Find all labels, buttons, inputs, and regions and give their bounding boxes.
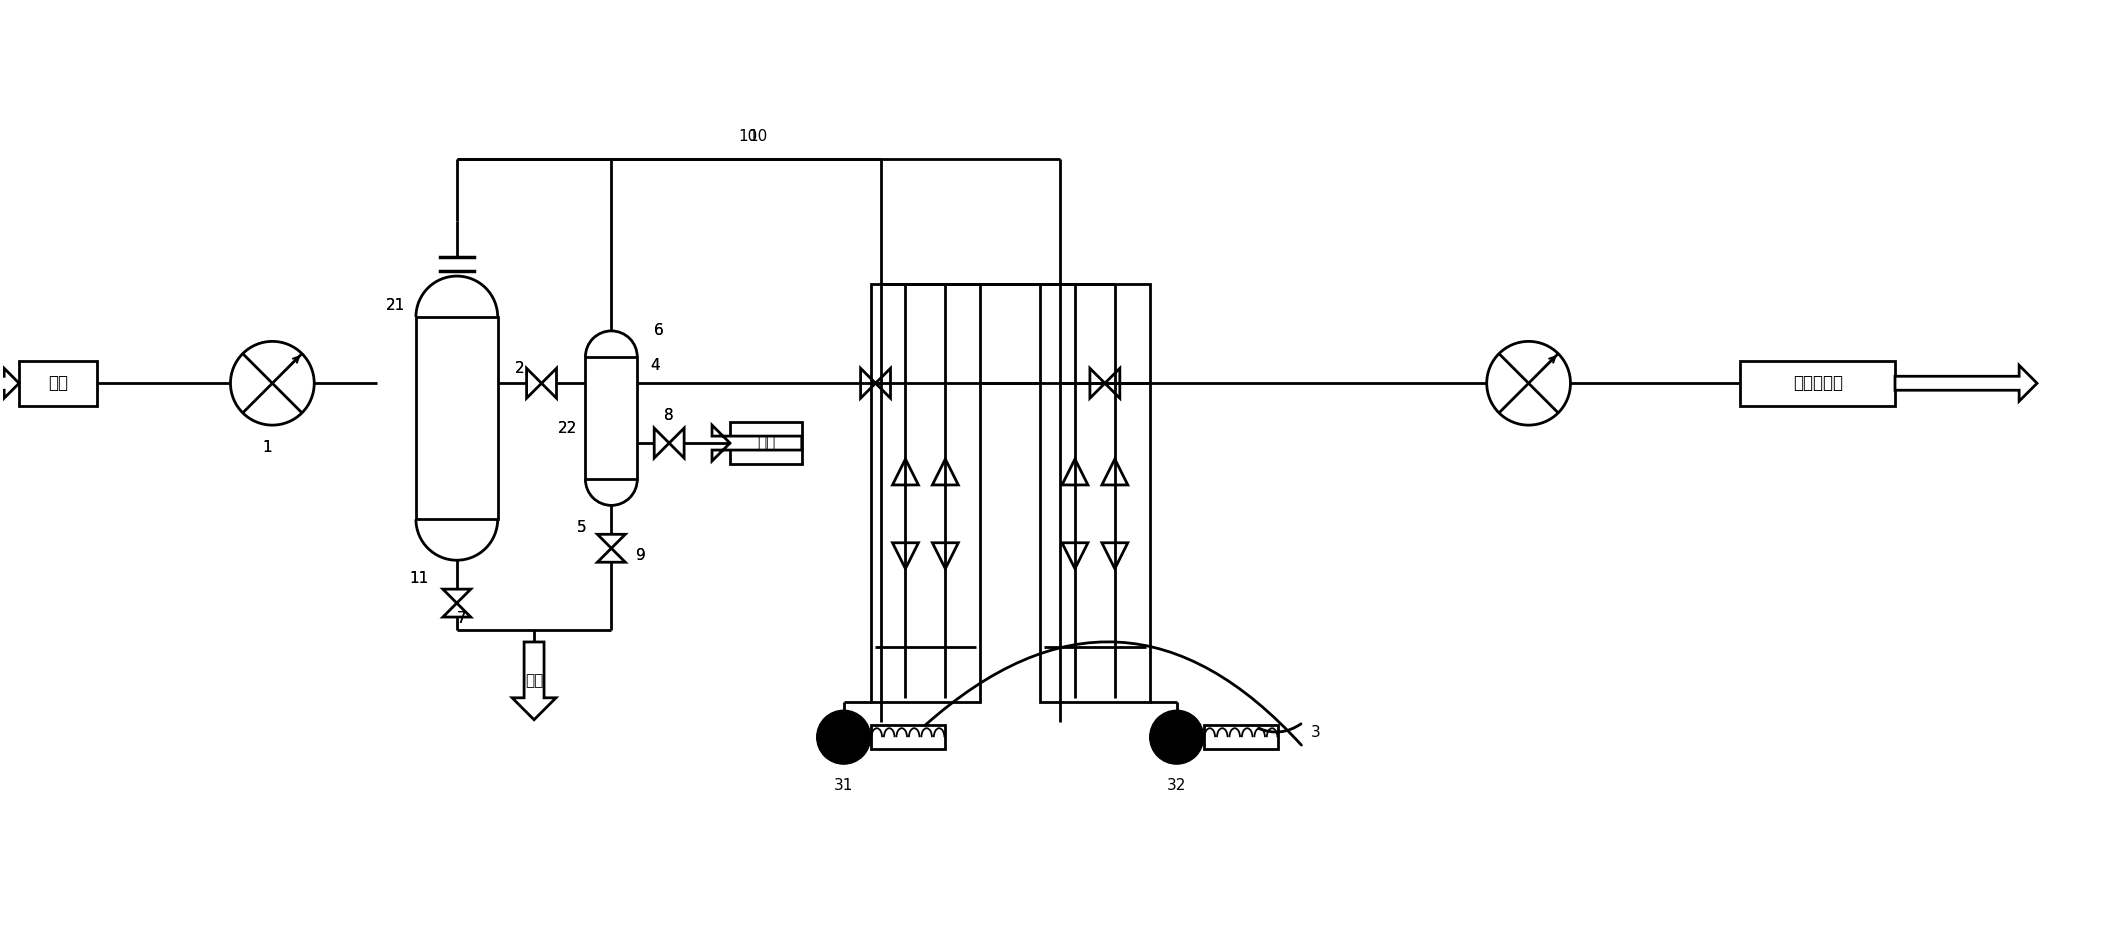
Text: 4: 4 [650,358,661,373]
Text: 氮气: 氮气 [756,436,775,451]
Polygon shape [1896,366,2038,401]
Text: 10: 10 [739,130,758,145]
Text: 8: 8 [665,408,674,423]
Text: 8: 8 [665,408,674,423]
Bar [870,725,945,749]
Text: 4: 4 [650,358,661,373]
Bar [19,361,97,406]
Text: 污油: 污油 [525,674,542,689]
Bar [415,317,498,520]
Text: 5: 5 [576,520,587,535]
Text: 31: 31 [834,777,854,792]
Text: 6: 6 [654,324,665,339]
Circle shape [1150,710,1203,764]
Text: 3: 3 [1311,725,1320,740]
Bar [731,422,803,464]
Text: 5: 5 [576,520,587,535]
Text: 9: 9 [635,548,646,563]
Text: 11: 11 [409,571,428,586]
Text: 11: 11 [409,571,428,586]
Text: 22: 22 [557,421,576,436]
Text: 10: 10 [750,130,769,145]
Text: 尾气: 尾气 [49,374,68,392]
Text: 处理后尾气: 处理后尾气 [1792,374,1843,392]
Bar [1203,725,1279,749]
Circle shape [818,710,870,764]
Text: 6: 6 [654,324,665,339]
Text: 2: 2 [515,361,525,376]
Polygon shape [712,425,803,461]
Text: 1: 1 [263,439,273,454]
Text: 21: 21 [385,299,407,313]
Text: 22: 22 [557,421,576,436]
Polygon shape [513,642,557,719]
Bar [585,356,638,480]
Bar [1741,361,1896,406]
Text: 7: 7 [457,610,466,625]
Text: 32: 32 [1167,777,1186,792]
Text: 7: 7 [457,610,466,625]
Bar [1040,284,1150,703]
Polygon shape [0,369,19,398]
Text: 21: 21 [385,299,407,313]
Text: 2: 2 [515,361,525,376]
Text: 1: 1 [263,439,273,454]
Bar [870,284,981,703]
Text: 9: 9 [635,548,646,563]
